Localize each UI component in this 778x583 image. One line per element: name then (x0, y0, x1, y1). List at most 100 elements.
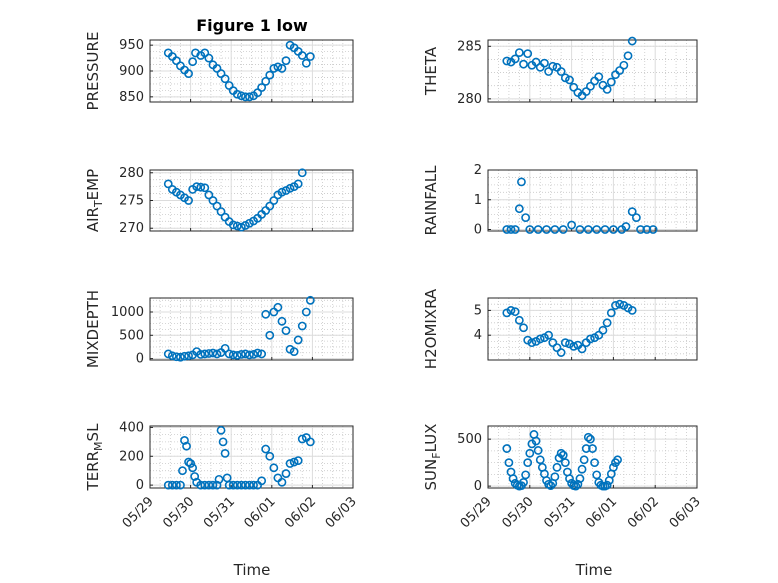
x-tick-label: 05/29 (458, 494, 495, 531)
x-tick-label: 05/31 (541, 494, 578, 531)
subplot-3: 270 275 280 AIRTEMP (84, 166, 354, 236)
data-point (592, 470, 602, 480)
data-point (297, 321, 307, 331)
x-tick-label: 06/01 (242, 494, 279, 531)
data-point (525, 225, 535, 234)
data-point (228, 220, 238, 230)
data-point (590, 458, 599, 468)
y-tick-label: 400 (119, 420, 144, 435)
data-point (565, 474, 574, 484)
data-point (521, 470, 531, 480)
data-point (506, 225, 516, 234)
data-point (265, 451, 275, 461)
data-point (232, 221, 242, 231)
data-point (163, 480, 173, 490)
y-tick-label: 0 (474, 223, 482, 238)
data-point (567, 220, 576, 230)
data-point (236, 222, 246, 232)
y-tick-label: 2 (474, 163, 482, 178)
data-point (224, 349, 234, 359)
data-point (277, 187, 287, 197)
data-point (609, 462, 618, 472)
data-point (575, 474, 585, 484)
data-point (218, 437, 228, 447)
y-axis-label: PRESSURE (84, 32, 102, 111)
data-point (575, 225, 585, 234)
data-point (289, 347, 299, 357)
x-tick-label: 06/02 (625, 494, 662, 531)
data-point (257, 83, 267, 92)
data-point (558, 225, 568, 234)
data-point (182, 441, 191, 451)
x-tick-label: 05/29 (120, 494, 157, 531)
data-point (281, 326, 291, 336)
data-point (257, 349, 267, 359)
y-tick-label: 4 (474, 328, 482, 343)
data-point (204, 190, 214, 200)
data-point (583, 225, 593, 234)
data-point (556, 348, 566, 357)
data-point (176, 352, 185, 362)
data-point (533, 446, 543, 455)
data-point (573, 479, 583, 489)
data-point (293, 179, 303, 189)
x-tick-label: 06/02 (282, 494, 319, 531)
data-point (232, 89, 242, 99)
x-tick-label: 05/31 (201, 494, 238, 531)
data-point (508, 474, 518, 484)
data-point (535, 334, 545, 344)
data-point (188, 57, 198, 67)
data-point (535, 455, 545, 465)
subplot-8: 0 500 05/29 05/30 05/31 06/01 06/02 06/03 SUNFLU… (422, 424, 704, 532)
y-tick-label: 280 (119, 166, 144, 181)
data-point (594, 72, 604, 82)
axes-group: 850 900 950 PRESSURE 280 285 THETA 270 275 280 AIR… (84, 32, 704, 532)
y-axis-label: THETA (422, 46, 440, 96)
data-point (615, 66, 625, 75)
data-point (171, 352, 181, 362)
data-point (565, 75, 574, 85)
data-point (569, 341, 579, 351)
data-point (519, 323, 528, 333)
data-point (167, 480, 177, 490)
data-point (293, 456, 303, 466)
data-point (556, 67, 566, 76)
data-point (265, 330, 275, 340)
data-point (253, 348, 262, 358)
data-point (623, 51, 633, 61)
data-point (232, 350, 242, 360)
data-point (606, 77, 616, 87)
data-point (176, 480, 185, 490)
data-point (577, 464, 587, 474)
data-point (514, 204, 524, 214)
axes-box (149, 297, 354, 361)
data-point (611, 301, 620, 310)
data-point (609, 225, 618, 234)
y-tick-label: 285 (457, 39, 482, 54)
data-point (546, 481, 556, 491)
data-point (184, 351, 193, 361)
data-point (531, 436, 541, 446)
data-point (552, 462, 562, 472)
data-point (232, 480, 242, 490)
y-tick-label: 0 (136, 478, 144, 493)
x-axis-label-left: Time (233, 561, 271, 579)
data-point (523, 458, 533, 468)
data-point (525, 448, 535, 458)
data-point (519, 477, 528, 487)
data-point (577, 344, 587, 354)
data-point (200, 349, 210, 359)
data-point (636, 225, 645, 234)
y-axis-label: H2OMIXRA (422, 288, 440, 369)
data-point (285, 459, 295, 468)
data-point (583, 432, 593, 442)
data-point (613, 455, 622, 465)
data-point (241, 92, 250, 102)
data-point (200, 183, 210, 193)
data-point (581, 87, 591, 96)
y-axis-label: RAINFALL (422, 165, 440, 236)
y-tick-label: 900 (119, 64, 144, 79)
y-tick-label: 1000 (111, 305, 144, 320)
data-point (602, 318, 612, 328)
